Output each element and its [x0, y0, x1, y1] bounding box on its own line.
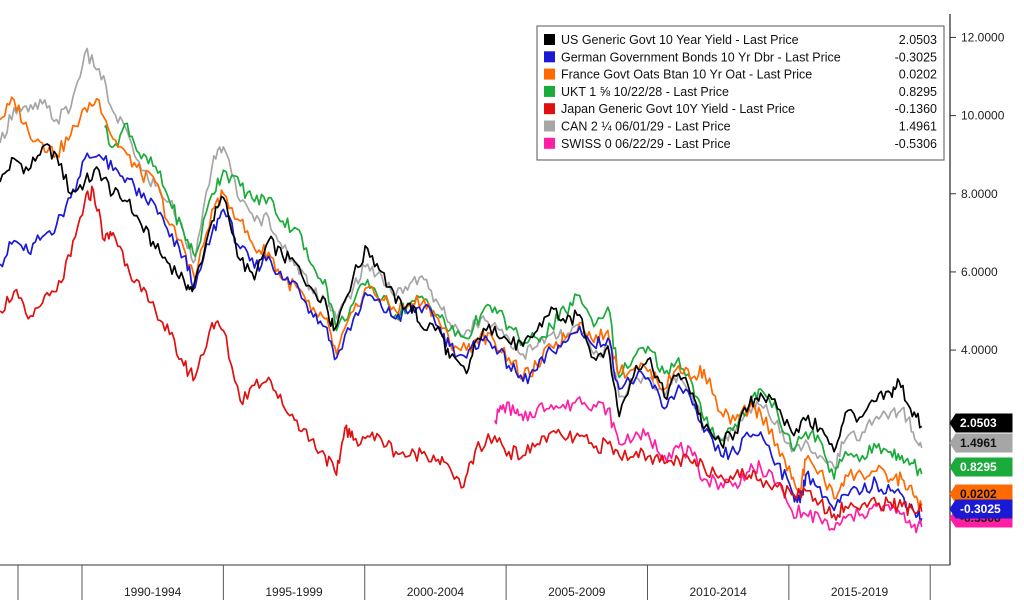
legend-label: US Generic Govt 10 Year Yield - Last Pri…	[561, 33, 799, 47]
y-tick-label: 12.0000	[961, 30, 1005, 44]
x-period-label: 1990-1994	[124, 585, 182, 599]
legend-value: 0.8295	[899, 85, 937, 99]
last-price-tag-label: 0.8295	[960, 460, 997, 474]
x-axis-periods: 1990-1994 1995-1999 2000-2004 2005-2009 2010…	[17, 565, 931, 600]
last-price-tag-label: 1.4961	[960, 436, 997, 450]
legend-label: France Govt Oats Btan 10 Yr Oat - Last P…	[561, 68, 812, 82]
legend-value: 2.0503	[899, 33, 937, 47]
last-price-tag-box	[949, 413, 1013, 433]
legend-value: -0.1360	[895, 102, 937, 116]
legend-box	[536, 25, 945, 161]
y-tick-label: 8.0000	[961, 187, 998, 201]
legend-swatch	[544, 85, 555, 97]
last-price-tag: 1.4961	[949, 433, 1013, 453]
legend-swatch	[544, 34, 555, 45]
y-tick-label: 10.0000	[961, 109, 1005, 123]
series-line-5	[0, 47, 923, 471]
series-line-0	[0, 143, 923, 453]
series-lines	[0, 47, 923, 534]
legend-value: -0.3025	[895, 50, 937, 64]
legend-swatch	[544, 120, 555, 132]
legend-label: SWISS 0 06/22/29 - Last Price	[561, 137, 731, 151]
x-period-label: 2000-2004	[407, 585, 465, 599]
y-tick-label: 4.0000	[961, 343, 998, 357]
series-line-4	[0, 185, 923, 521]
series-line-3	[103, 122, 923, 480]
last-price-tag: 0.8295	[949, 457, 1013, 477]
y-tick-label: 6.0000	[961, 265, 998, 279]
legend-swatch	[544, 68, 555, 80]
legend-value: -0.5306	[895, 137, 937, 151]
last-price-tag-label: 0.0202	[960, 487, 997, 501]
legend-label: CAN 2 ¼ 06/01/29 - Last Price	[561, 120, 731, 134]
last-price-tag-label: -0.3025	[960, 502, 1001, 516]
last-price-tag-box	[949, 457, 1013, 477]
last-price-tag-box	[949, 433, 1013, 453]
x-period-label: 2010-2014	[689, 585, 747, 599]
legend-swatch	[544, 137, 555, 149]
last-price-tag-label: 2.0503	[960, 416, 997, 430]
x-period-label: 2005-2009	[548, 585, 606, 599]
last-price-tag: -0.3025	[949, 499, 1013, 519]
legend-label: UKT 1 ⅝ 10/22/28 - Last Price	[561, 85, 729, 99]
legend-value: 0.0202	[899, 68, 937, 82]
x-period-label: 1995-1999	[265, 585, 323, 599]
y-axis-ticks: 12.0000 10.0000 8.0000 6.0000 4.0000	[950, 30, 1005, 357]
last-price-tag: 2.0503	[949, 413, 1013, 433]
legend-swatch	[544, 103, 555, 115]
legend-swatch	[544, 51, 555, 63]
x-period-label: 2015-2019	[831, 585, 889, 599]
legend: US Generic Govt 10 Year Yield - Last Pri…	[536, 25, 945, 161]
series-line-6	[494, 396, 923, 534]
legend-value: 1.4961	[899, 120, 937, 134]
series-line-1	[0, 152, 923, 524]
last-price-tag-box	[949, 499, 1013, 519]
legend-label: German Government Bonds 10 Yr Dbr - Last…	[561, 50, 841, 64]
legend-label: Japan Generic Govt 10Y Yield - Last Pric…	[561, 102, 795, 116]
